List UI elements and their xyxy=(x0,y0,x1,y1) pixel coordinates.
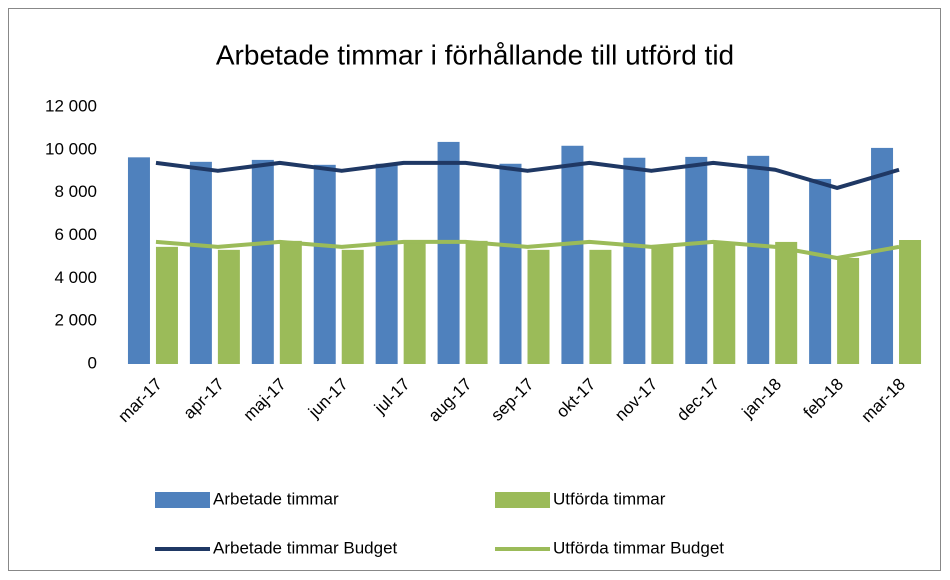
legend-label: Utförda timmar xyxy=(553,489,666,508)
bar xyxy=(651,244,674,364)
bar xyxy=(155,246,178,364)
legend-label: Arbetade timmar Budget xyxy=(213,538,398,557)
bar xyxy=(527,249,550,364)
bar xyxy=(899,239,922,364)
y-tick-label: 12 000 xyxy=(45,96,97,115)
bar xyxy=(809,178,832,364)
y-tick-label: 0 xyxy=(88,353,97,372)
chart-title: Arbetade timmar i förhållande till utför… xyxy=(216,39,734,70)
bar xyxy=(747,155,770,364)
bar xyxy=(465,240,488,364)
bar xyxy=(713,241,736,364)
y-tick-label: 4 000 xyxy=(54,268,97,287)
bar xyxy=(589,249,612,364)
y-tick-label: 10 000 xyxy=(45,139,97,158)
bar xyxy=(341,249,364,364)
line xyxy=(155,239,900,260)
y-tick-label: 6 000 xyxy=(54,225,97,244)
y-tick-label: 8 000 xyxy=(54,182,97,201)
bar xyxy=(403,240,426,364)
bar xyxy=(499,163,522,364)
line xyxy=(155,160,900,190)
bar xyxy=(775,241,798,364)
bar xyxy=(871,147,894,364)
bar xyxy=(623,157,646,364)
bar xyxy=(837,257,860,364)
legend-swatch xyxy=(495,492,550,508)
bar xyxy=(127,157,150,364)
legend-swatch xyxy=(155,492,210,508)
bar xyxy=(189,161,212,364)
bar xyxy=(251,159,274,364)
bar xyxy=(561,145,584,364)
legend-label: Arbetade timmar xyxy=(213,489,339,508)
legend-label: Utförda timmar Budget xyxy=(553,538,724,557)
bar xyxy=(437,141,460,364)
bar xyxy=(313,164,336,364)
bar xyxy=(279,240,302,364)
y-tick-label: 2 000 xyxy=(54,311,97,330)
bar xyxy=(375,163,398,364)
bar xyxy=(685,156,708,364)
bar xyxy=(217,249,240,364)
